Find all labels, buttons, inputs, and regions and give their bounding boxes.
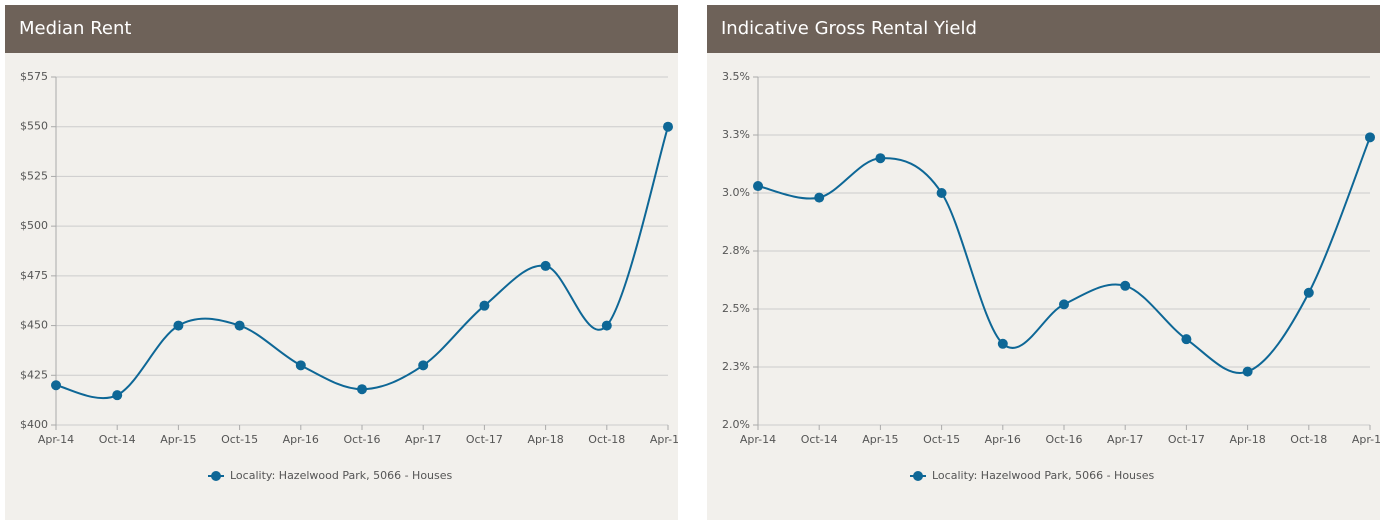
x-tick-label: Oct-17 <box>1168 433 1205 446</box>
y-tick-label: $550 <box>20 120 48 133</box>
y-tick-label: $575 <box>20 70 48 83</box>
data-point <box>418 360 429 371</box>
data-point <box>1365 132 1375 143</box>
data-point <box>540 260 551 271</box>
y-tick-label: 3.0% <box>722 186 750 199</box>
data-point <box>1303 287 1314 298</box>
x-tick-label: Apr-14 <box>38 433 74 446</box>
x-tick-label: Apr-16 <box>283 433 319 446</box>
data-point <box>1242 366 1253 377</box>
x-tick-label: Apr-18 <box>1229 433 1265 446</box>
y-tick-label: 2.0% <box>722 418 750 431</box>
data-point <box>663 121 673 132</box>
data-point <box>997 338 1008 349</box>
chart: 2.0% 2.3% 2.5% 2.8% 3.0% 3.3% 3.5% Apr-14 Oct-14… <box>722 70 1380 482</box>
data-point <box>51 380 61 391</box>
y-tick-label: 2.8% <box>722 244 750 257</box>
data-point <box>936 188 947 198</box>
x-tick-label: Oct-14 <box>99 433 136 446</box>
y-tick-label: $425 <box>20 368 48 381</box>
x-tick-label: Oct-16 <box>344 433 381 446</box>
series-line <box>55 126 669 400</box>
y-tick-label: $500 <box>20 219 48 232</box>
x-tick-label: Apr-17 <box>1107 433 1143 446</box>
x-tick-label: Oct-14 <box>801 433 838 446</box>
legend-swatch <box>211 471 221 481</box>
data-point <box>875 153 886 164</box>
data-point <box>1120 280 1131 291</box>
chart: $400 $425 $450 $475 $500 $525 $550 $575 Apr-14 Oc… <box>20 70 678 482</box>
data-point <box>173 320 184 331</box>
x-tick-label: Apr-14 <box>740 433 776 446</box>
data-point <box>1059 299 1069 310</box>
data-point <box>295 360 306 371</box>
x-tick-label: Apr-17 <box>405 433 441 446</box>
chart-title: Median Rent <box>5 5 678 53</box>
y-tick-label: 2.5% <box>722 302 750 315</box>
y-tick-label: $475 <box>20 269 48 282</box>
y-tick-label: 3.3% <box>722 128 750 141</box>
data-point <box>112 390 123 401</box>
x-tick-label: Oct-17 <box>466 433 503 446</box>
y-tick-label: $525 <box>20 169 48 182</box>
x-tick-label: Apr-15 <box>862 433 898 446</box>
x-tick-label: Apr-15 <box>160 433 196 446</box>
x-tick-label: Apr-19 <box>650 433 678 446</box>
data-point <box>753 181 763 192</box>
chart-panel: Indicative Gross Rental Yield 2.0% 2.3% 2.… <box>707 5 1380 520</box>
legend-swatch <box>913 471 923 481</box>
data-point <box>479 300 490 311</box>
chart-panel: Median Rent $400 $425 $450 $475 $500 $525 $550… <box>5 5 678 520</box>
data-point <box>1181 334 1192 345</box>
legend-label: Locality: Hazelwood Park, 5066 - Houses <box>932 469 1155 482</box>
legend-label: Locality: Hazelwood Park, 5066 - Houses <box>230 469 453 482</box>
y-tick-label: 3.5% <box>722 70 750 83</box>
series-line <box>757 136 1371 375</box>
chart-title: Indicative Gross Rental Yield <box>707 5 1380 53</box>
x-tick-label: Oct-18 <box>1290 433 1327 446</box>
y-tick-label: 2.3% <box>722 360 750 373</box>
x-tick-label: Oct-16 <box>1046 433 1083 446</box>
x-tick-label: Oct-15 <box>221 433 258 446</box>
y-tick-label: $400 <box>20 418 48 431</box>
x-tick-label: Oct-18 <box>588 433 625 446</box>
data-point <box>814 192 825 203</box>
x-tick-label: Apr-19 <box>1352 433 1380 446</box>
y-tick-label: $450 <box>20 319 48 332</box>
data-point <box>357 384 367 395</box>
x-tick-label: Apr-18 <box>527 433 563 446</box>
data-point <box>601 320 612 331</box>
x-tick-label: Oct-15 <box>923 433 960 446</box>
data-point <box>234 320 245 331</box>
x-tick-label: Apr-16 <box>985 433 1021 446</box>
